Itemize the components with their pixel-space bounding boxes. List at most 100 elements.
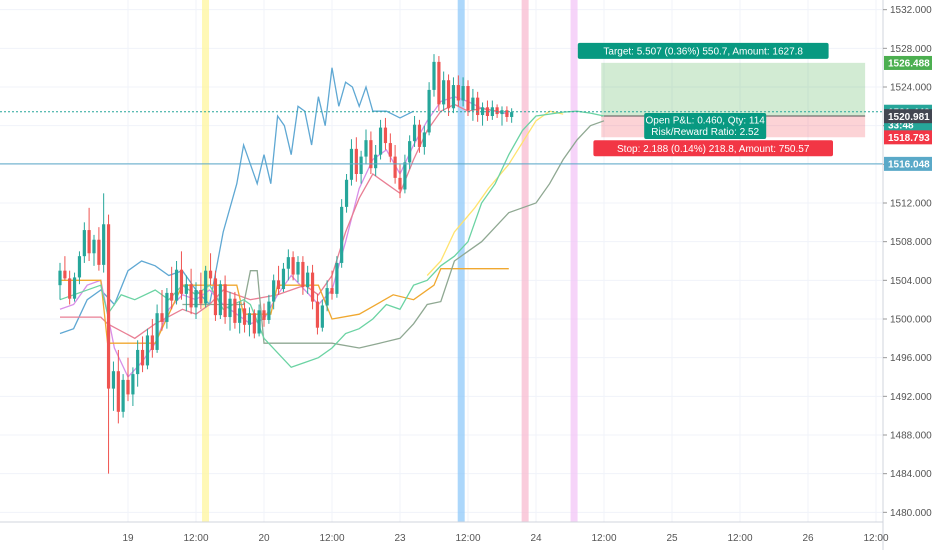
- candle-body: [320, 305, 324, 328]
- price-tick-label: 1488.000: [890, 431, 932, 442]
- candle-body: [165, 292, 169, 322]
- candle-body: [228, 298, 232, 318]
- time-tick-label: 12:00: [591, 533, 616, 544]
- candle-body: [72, 277, 77, 299]
- candle-body: [126, 379, 130, 395]
- candle-body: [106, 224, 111, 389]
- time-axis[interactable]: 19 12:00 20 12:00 23 12:00 24 12:00 25 12:00 26 12:…: [0, 521, 932, 544]
- candle-body: [276, 280, 281, 290]
- candle-body: [170, 292, 174, 301]
- candle-body: [505, 110, 509, 117]
- candle-body: [242, 308, 247, 325]
- candle-body: [136, 349, 140, 375]
- candle-body: [476, 97, 480, 116]
- candle-body: [310, 272, 315, 302]
- candle-body: [82, 230, 86, 257]
- candle-body: [238, 308, 242, 323]
- candle-body: [456, 85, 460, 101]
- candle-body: [150, 335, 154, 350]
- price-level-tag: [884, 156, 932, 171]
- candle-body: [485, 107, 490, 116]
- candle-body: [272, 280, 276, 302]
- highlight-band: [202, 0, 210, 522]
- price-tick-label: 1524.000: [890, 83, 932, 94]
- target-zone: [601, 62, 866, 116]
- candle-body: [417, 124, 422, 147]
- time-tick-label: 12:00: [183, 533, 208, 544]
- candle-body: [213, 278, 218, 316]
- candle-body: [340, 206, 344, 263]
- target-label-text: Target: 5.507 (0.36%) 550.7, Amount: 162…: [603, 47, 803, 58]
- pnl-label-bg: [644, 113, 767, 139]
- candle-body: [374, 154, 378, 169]
- candle-body: [77, 256, 82, 278]
- candle-body: [111, 371, 116, 389]
- candle-body: [233, 298, 237, 323]
- price-level-tag: [884, 130, 932, 145]
- candle-body: [281, 268, 286, 290]
- candle-body: [179, 269, 184, 294]
- candle-body: [174, 269, 179, 301]
- candle-body: [121, 379, 125, 412]
- candle-body: [189, 284, 193, 308]
- candle-body: [510, 112, 514, 117]
- highlight-band: [570, 0, 578, 522]
- candle-body: [63, 270, 67, 279]
- price-tick-label: 1508.000: [890, 237, 932, 248]
- price-tick-label: 1528.000: [890, 44, 932, 55]
- candle-body: [247, 313, 252, 325]
- highlight-band: [457, 0, 465, 522]
- stop-label-bg: [593, 140, 833, 157]
- candle-body: [301, 261, 305, 288]
- candle-body: [480, 107, 485, 116]
- candle-body: [97, 239, 101, 265]
- candle-body: [325, 288, 329, 306]
- time-tick-label: 26: [802, 533, 814, 544]
- candle-body: [102, 224, 106, 265]
- target-label-bg: [577, 42, 829, 59]
- target-label: Target: 5.507 (0.36%) 550.7, Amount: 162…: [577, 42, 829, 59]
- candle-body: [218, 284, 222, 316]
- candle-body: [208, 270, 213, 279]
- time-tick-label: 24: [530, 533, 542, 544]
- price-level-label: 1526.488: [888, 59, 930, 70]
- risk-reward-text: Risk/Reward Ratio: 2.52: [651, 127, 759, 138]
- time-tick-label: 23: [394, 533, 406, 544]
- candle-body: [446, 80, 451, 109]
- time-tick-label: 12:00: [455, 533, 480, 544]
- candle-body: [383, 127, 388, 144]
- price-levels: [0, 111, 883, 165]
- candle-body: [58, 270, 62, 286]
- candle-body: [223, 284, 227, 318]
- candle-body: [252, 313, 256, 334]
- candle-body: [412, 124, 417, 142]
- candle-body: [442, 80, 446, 105]
- indicator-line: [59, 67, 414, 335]
- position-labels: Target: 5.507 (0.36%) 550.7, Amount: 162…: [577, 42, 833, 157]
- candle-body: [354, 148, 358, 174]
- candle-body: [194, 290, 198, 308]
- price-tick-label: 1500.000: [890, 315, 932, 326]
- candle-body: [155, 313, 159, 350]
- candle-body: [495, 107, 499, 115]
- time-tick-label: 12:00: [727, 533, 752, 544]
- stop-label: Stop: 2.188 (0.14%) 218.8, Amount: 750.5…: [593, 140, 833, 157]
- price-tick-label: 1484.000: [890, 469, 932, 480]
- candle-body: [466, 86, 470, 111]
- candle-body: [398, 177, 402, 190]
- price-level-tag: [884, 55, 932, 70]
- indicator-line: [60, 103, 503, 340]
- price-axis[interactable]: 1480.000 1484.000 1488.000 1492.000 1496.000…: [882, 0, 932, 550]
- candle-body: [344, 179, 349, 207]
- candle-body: [267, 301, 271, 320]
- candle-body: [393, 156, 397, 178]
- candle-body: [461, 86, 465, 101]
- stop-label-text: Stop: 2.188 (0.14%) 218.8, Amount: 750.5…: [617, 144, 810, 155]
- candle-body: [335, 262, 339, 294]
- candle-body: [131, 374, 135, 395]
- candle-body: [286, 257, 290, 269]
- candle-body: [199, 290, 203, 304]
